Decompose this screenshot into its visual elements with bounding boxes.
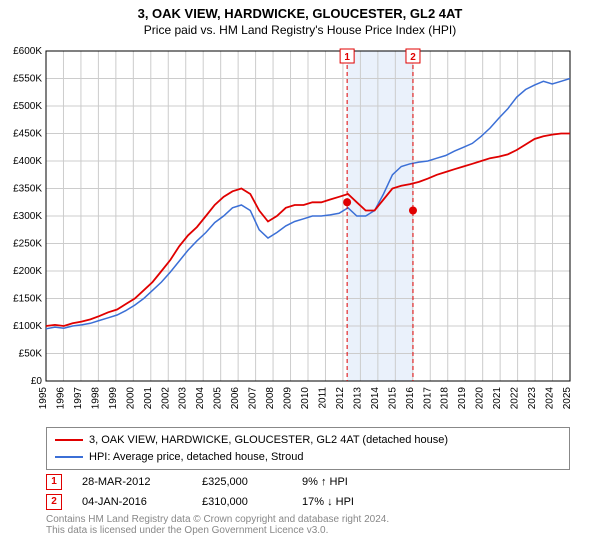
svg-text:2020: 2020 [475,387,486,410]
svg-text:2021: 2021 [492,387,503,410]
svg-text:£350K: £350K [13,184,42,195]
footer-line: This data is licensed under the Open Gov… [46,525,570,536]
svg-text:2014: 2014 [370,387,381,410]
sale-row: 2 04-JAN-2016 £310,000 17% ↓ HPI [46,494,570,510]
svg-text:2013: 2013 [352,387,363,410]
svg-text:2019: 2019 [457,387,468,410]
legend-box: 3, OAK VIEW, HARDWICKE, GLOUCESTER, GL2 … [46,427,570,470]
svg-text:1: 1 [344,52,350,63]
svg-text:£50K: £50K [19,349,43,360]
sale-price: £325,000 [202,476,282,488]
footer-line: Contains HM Land Registry data © Crown c… [46,514,570,525]
svg-text:2005: 2005 [213,387,224,410]
svg-text:2018: 2018 [440,387,451,410]
svg-text:2008: 2008 [265,387,276,410]
footer: Contains HM Land Registry data © Crown c… [46,514,570,536]
chart-container: 3, OAK VIEW, HARDWICKE, GLOUCESTER, GL2 … [0,6,600,536]
svg-text:1998: 1998 [90,387,101,410]
svg-text:£0: £0 [31,376,43,387]
chart-plot-area: £0 £50K £100K £150K £200K £250K £300K £350K £400… [0,41,600,421]
sale-row: 1 28-MAR-2012 £325,000 9% ↑ HPI [46,474,570,490]
svg-text:2017: 2017 [422,387,433,410]
svg-text:£550K: £550K [13,74,42,85]
sale-marker-badge: 2 [46,494,62,510]
svg-text:2: 2 [410,52,416,63]
sale-date: 28-MAR-2012 [82,476,182,488]
svg-text:2006: 2006 [230,387,241,410]
svg-text:£400K: £400K [13,156,42,167]
svg-text:£300K: £300K [13,211,42,222]
sale-price: £310,000 [202,496,282,508]
svg-text:£150K: £150K [13,294,42,305]
legend-swatch-series1 [55,439,83,441]
svg-text:2015: 2015 [387,387,398,410]
chart-subtitle: Price paid vs. HM Land Registry's House … [0,23,600,37]
svg-text:1996: 1996 [55,387,66,410]
svg-text:2000: 2000 [125,387,136,410]
svg-text:2002: 2002 [160,387,171,410]
svg-text:2010: 2010 [300,387,311,410]
svg-text:£200K: £200K [13,266,42,277]
sale-date: 04-JAN-2016 [82,496,182,508]
svg-text:2023: 2023 [527,387,538,410]
svg-text:2012: 2012 [335,387,346,410]
sale-marker-badge: 1 [46,474,62,490]
svg-text:2003: 2003 [178,387,189,410]
svg-text:2001: 2001 [143,387,154,410]
svg-text:£450K: £450K [13,129,42,140]
svg-text:£250K: £250K [13,239,42,250]
svg-text:2007: 2007 [248,387,259,410]
svg-text:2025: 2025 [562,387,573,410]
legend-label: HPI: Average price, detached house, Stro… [89,449,303,466]
svg-text:2009: 2009 [283,387,294,410]
svg-text:£500K: £500K [13,101,42,112]
svg-text:£600K: £600K [13,46,42,57]
svg-text:2024: 2024 [545,387,556,410]
svg-text:2022: 2022 [510,387,521,410]
legend-swatch-series2 [55,456,83,458]
legend-item: 3, OAK VIEW, HARDWICKE, GLOUCESTER, GL2 … [55,432,561,449]
svg-text:1995: 1995 [38,387,49,410]
svg-text:2016: 2016 [405,387,416,410]
svg-text:£100K: £100K [13,321,42,332]
svg-text:1999: 1999 [108,387,119,410]
sale-hpi: 17% ↓ HPI [302,496,382,508]
chart-svg: £0 £50K £100K £150K £200K £250K £300K £350K £400… [0,41,600,421]
svg-text:1997: 1997 [73,387,84,410]
svg-text:2011: 2011 [317,387,328,409]
legend-item: HPI: Average price, detached house, Stro… [55,449,561,466]
sale-rows: 1 28-MAR-2012 £325,000 9% ↑ HPI 2 04-JAN… [46,474,570,510]
svg-text:2004: 2004 [195,387,206,410]
legend-label: 3, OAK VIEW, HARDWICKE, GLOUCESTER, GL2 … [89,432,448,449]
sale-hpi: 9% ↑ HPI [302,476,382,488]
chart-title: 3, OAK VIEW, HARDWICKE, GLOUCESTER, GL2 … [0,6,600,21]
